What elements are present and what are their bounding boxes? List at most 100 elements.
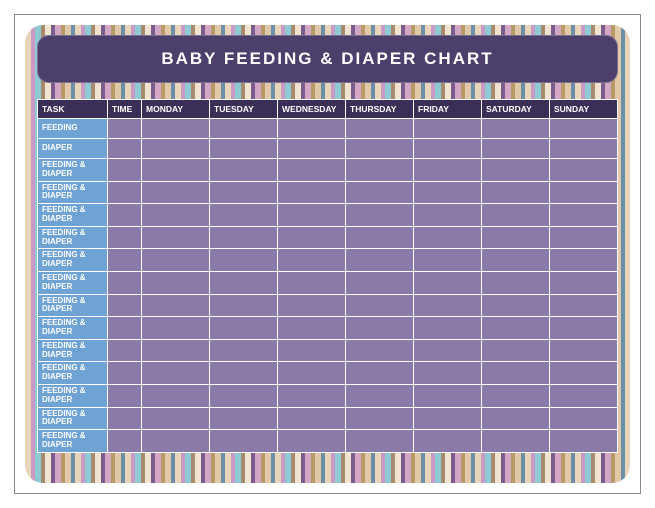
striped-frame: BABY FEEDING & DIAPER CHART TASK TIME MO…	[25, 25, 630, 483]
time-cell	[108, 384, 142, 407]
day-cell	[550, 159, 618, 182]
table-row: FEEDING & DIAPER	[38, 249, 618, 272]
time-cell	[108, 159, 142, 182]
day-cell	[346, 339, 414, 362]
day-cell	[482, 339, 550, 362]
task-cell: DIAPER	[38, 139, 108, 159]
day-cell	[278, 294, 346, 317]
col-header-sunday: SUNDAY	[550, 100, 618, 119]
time-cell	[108, 362, 142, 385]
day-cell	[414, 139, 482, 159]
day-cell	[210, 362, 278, 385]
day-cell	[278, 181, 346, 204]
day-cell	[550, 430, 618, 453]
task-cell: FEEDING & DIAPER	[38, 226, 108, 249]
time-cell	[108, 249, 142, 272]
day-cell	[142, 407, 210, 430]
table-row: FEEDING & DIAPER	[38, 317, 618, 340]
day-cell	[278, 159, 346, 182]
task-cell: FEEDING & DIAPER	[38, 159, 108, 182]
day-cell	[278, 139, 346, 159]
task-cell: FEEDING & DIAPER	[38, 407, 108, 430]
table-row: FEEDING & DIAPER	[38, 339, 618, 362]
day-cell	[414, 317, 482, 340]
col-header-task: TASK	[38, 100, 108, 119]
day-cell	[482, 181, 550, 204]
feeding-diaper-table: TASK TIME MONDAY TUESDAY WEDNESDAY THURS…	[37, 99, 618, 453]
day-cell	[414, 384, 482, 407]
table-row: FEEDING & DIAPER	[38, 362, 618, 385]
page-border: BABY FEEDING & DIAPER CHART TASK TIME MO…	[14, 14, 641, 494]
day-cell	[210, 159, 278, 182]
table-row: FEEDING & DIAPER	[38, 204, 618, 227]
time-cell	[108, 139, 142, 159]
col-header-friday: FRIDAY	[414, 100, 482, 119]
day-cell	[346, 139, 414, 159]
day-cell	[210, 181, 278, 204]
day-cell	[482, 159, 550, 182]
day-cell	[142, 317, 210, 340]
task-cell: FEEDING & DIAPER	[38, 181, 108, 204]
day-cell	[482, 271, 550, 294]
day-cell	[482, 139, 550, 159]
day-cell	[210, 204, 278, 227]
table-row: FEEDING & DIAPER	[38, 407, 618, 430]
table-row: FEEDING & DIAPER	[38, 159, 618, 182]
day-cell	[414, 294, 482, 317]
day-cell	[346, 226, 414, 249]
time-cell	[108, 339, 142, 362]
day-cell	[142, 139, 210, 159]
table-row: DIAPER	[38, 139, 618, 159]
day-cell	[210, 249, 278, 272]
day-cell	[550, 271, 618, 294]
day-cell	[482, 249, 550, 272]
table-row: FEEDING & DIAPER	[38, 384, 618, 407]
table-row: FEEDING	[38, 119, 618, 139]
day-cell	[278, 226, 346, 249]
col-header-wednesday: WEDNESDAY	[278, 100, 346, 119]
day-cell	[346, 407, 414, 430]
table-row: FEEDING & DIAPER	[38, 430, 618, 453]
day-cell	[550, 407, 618, 430]
time-cell	[108, 226, 142, 249]
day-cell	[346, 119, 414, 139]
day-cell	[142, 294, 210, 317]
day-cell	[482, 119, 550, 139]
day-cell	[346, 430, 414, 453]
time-cell	[108, 181, 142, 204]
day-cell	[142, 362, 210, 385]
day-cell	[278, 362, 346, 385]
day-cell	[278, 249, 346, 272]
task-cell: FEEDING & DIAPER	[38, 362, 108, 385]
day-cell	[278, 430, 346, 453]
day-cell	[550, 204, 618, 227]
day-cell	[346, 204, 414, 227]
day-cell	[414, 271, 482, 294]
day-cell	[142, 271, 210, 294]
day-cell	[142, 204, 210, 227]
day-cell	[414, 249, 482, 272]
day-cell	[482, 226, 550, 249]
time-cell	[108, 317, 142, 340]
day-cell	[346, 317, 414, 340]
day-cell	[482, 317, 550, 340]
table-body: FEEDINGDIAPERFEEDING & DIAPERFEEDING & D…	[38, 119, 618, 453]
day-cell	[142, 119, 210, 139]
day-cell	[414, 226, 482, 249]
day-cell	[210, 226, 278, 249]
table-header-row: TASK TIME MONDAY TUESDAY WEDNESDAY THURS…	[38, 100, 618, 119]
day-cell	[550, 226, 618, 249]
col-header-tuesday: TUESDAY	[210, 100, 278, 119]
day-cell	[346, 249, 414, 272]
task-cell: FEEDING & DIAPER	[38, 204, 108, 227]
day-cell	[550, 181, 618, 204]
day-cell	[414, 204, 482, 227]
day-cell	[482, 204, 550, 227]
time-cell	[108, 271, 142, 294]
table-row: FEEDING & DIAPER	[38, 226, 618, 249]
col-header-thursday: THURSDAY	[346, 100, 414, 119]
day-cell	[482, 407, 550, 430]
day-cell	[414, 181, 482, 204]
day-cell	[550, 339, 618, 362]
day-cell	[142, 430, 210, 453]
